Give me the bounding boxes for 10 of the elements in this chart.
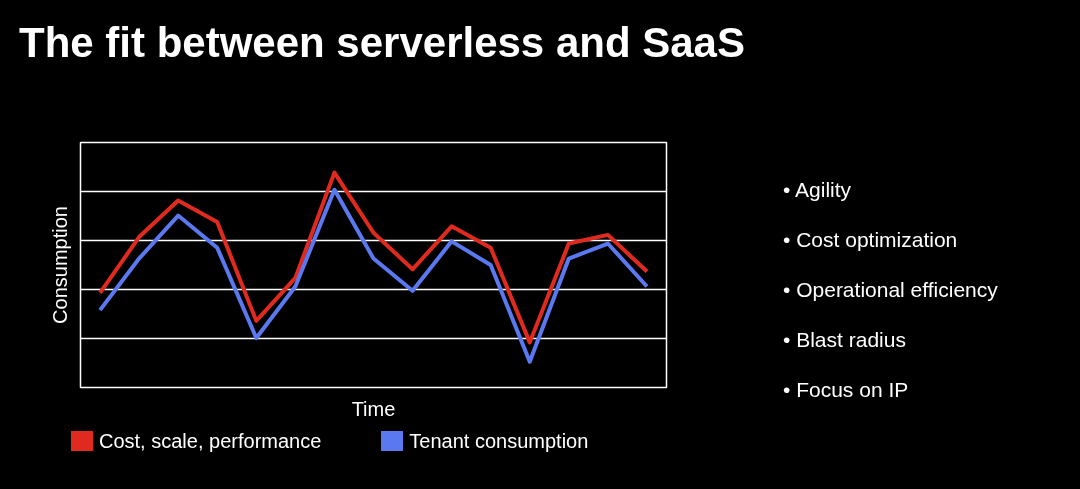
text: • Operational efficiency xyxy=(783,277,998,303)
y-axis-title: Consumption xyxy=(48,206,71,324)
legend-label: Tenant consumption xyxy=(408,429,589,454)
x-axis-title: Time xyxy=(351,397,396,420)
chart-title: The fit between serverless and SaaS xyxy=(18,18,745,68)
legend-label: Cost, scale, performance xyxy=(98,429,322,454)
text: • Focus on IP xyxy=(783,377,910,403)
text: • Cost optimization xyxy=(783,227,959,253)
text: • Blast radius xyxy=(783,327,907,353)
text: • Agility xyxy=(783,177,853,203)
